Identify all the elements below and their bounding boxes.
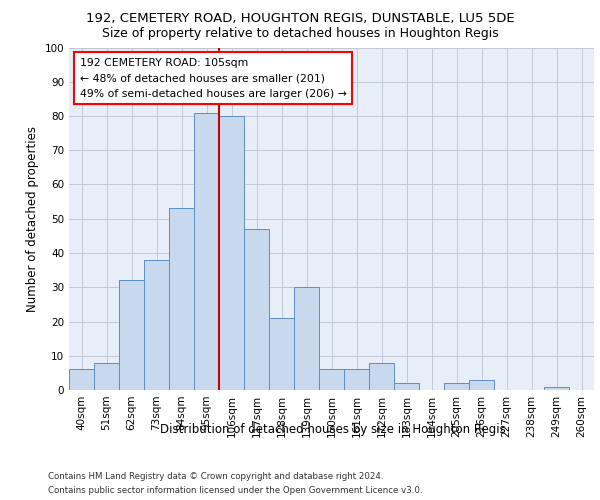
Bar <box>119 280 144 390</box>
Bar <box>94 362 119 390</box>
Bar <box>469 380 494 390</box>
Bar <box>69 370 94 390</box>
Bar <box>169 208 194 390</box>
Bar <box>219 116 244 390</box>
Bar <box>244 229 269 390</box>
Bar <box>344 370 369 390</box>
Bar <box>544 386 569 390</box>
Text: 192, CEMETERY ROAD, HOUGHTON REGIS, DUNSTABLE, LU5 5DE: 192, CEMETERY ROAD, HOUGHTON REGIS, DUNS… <box>86 12 514 25</box>
Text: Contains public sector information licensed under the Open Government Licence v3: Contains public sector information licen… <box>48 486 422 495</box>
Bar <box>269 318 294 390</box>
Bar <box>319 370 344 390</box>
Bar <box>369 362 394 390</box>
Text: Distribution of detached houses by size in Houghton Regis: Distribution of detached houses by size … <box>160 422 506 436</box>
Bar <box>144 260 169 390</box>
Bar <box>194 112 219 390</box>
Text: Size of property relative to detached houses in Houghton Regis: Size of property relative to detached ho… <box>101 28 499 40</box>
Text: 192 CEMETERY ROAD: 105sqm
← 48% of detached houses are smaller (201)
49% of semi: 192 CEMETERY ROAD: 105sqm ← 48% of detac… <box>79 58 346 99</box>
Bar <box>294 287 319 390</box>
Text: Contains HM Land Registry data © Crown copyright and database right 2024.: Contains HM Land Registry data © Crown c… <box>48 472 383 481</box>
Y-axis label: Number of detached properties: Number of detached properties <box>26 126 39 312</box>
Bar <box>444 383 469 390</box>
Bar <box>394 383 419 390</box>
